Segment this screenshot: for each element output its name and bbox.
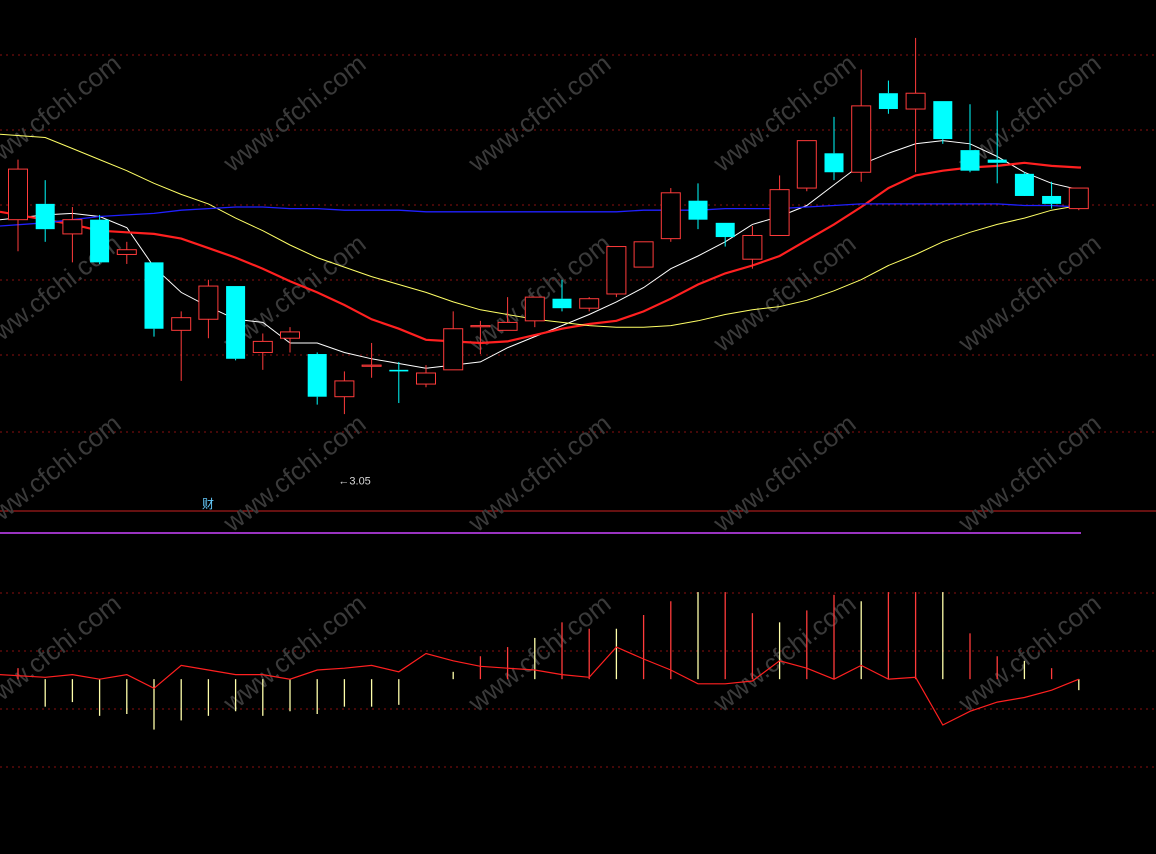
candle-body-down — [1014, 173, 1034, 196]
candle-body-up — [769, 189, 790, 236]
candle — [660, 188, 681, 242]
candle-body-down — [933, 101, 953, 140]
candle — [878, 80, 898, 114]
candle — [987, 110, 1007, 184]
candle-body-up — [416, 372, 436, 385]
candle — [1014, 172, 1034, 196]
candle — [443, 311, 464, 371]
candle — [824, 116, 844, 181]
candle-body-up — [633, 241, 654, 268]
candle-body-up — [851, 105, 872, 173]
candle — [905, 37, 926, 173]
candle-body-down — [1042, 195, 1062, 204]
candle-body-up — [579, 298, 600, 309]
candle — [742, 226, 763, 269]
candle — [198, 279, 219, 339]
candle — [361, 342, 382, 378]
candle — [769, 175, 790, 236]
candle — [307, 352, 327, 405]
candle-body-down — [144, 262, 164, 329]
candle-body-up — [252, 340, 273, 353]
candle-body-up — [198, 285, 219, 320]
candle-body-up — [660, 192, 681, 240]
candle-body-down — [878, 93, 898, 110]
candle-body-down — [688, 200, 708, 220]
candle — [633, 241, 654, 268]
candle — [171, 311, 192, 381]
candle-body-up — [796, 140, 817, 189]
ma-line-ma20 — [0, 133, 1081, 328]
candle-body-down — [987, 159, 1007, 163]
candle — [524, 296, 545, 328]
candle-body-up — [280, 331, 300, 339]
candle — [116, 241, 137, 264]
candle — [933, 101, 953, 144]
candle-body-up — [443, 328, 464, 371]
candle-body-up — [361, 364, 382, 367]
candle-body-down — [307, 354, 327, 397]
ma-line-ma10 — [0, 161, 1081, 345]
candle — [606, 246, 627, 298]
low-price-annotation: ←3.05 — [338, 475, 370, 487]
finance-marker[interactable]: 财 — [202, 497, 214, 511]
candle-body-down — [389, 369, 409, 372]
candle-body-up — [8, 168, 28, 221]
candle-body-up — [1068, 187, 1089, 210]
candle — [252, 333, 273, 370]
candle-body-down — [90, 219, 110, 263]
candle-body-down — [552, 298, 572, 309]
candles — [8, 37, 1089, 415]
osc-line — [0, 646, 1080, 726]
candle — [62, 207, 83, 263]
candle — [688, 183, 708, 230]
candle-body-down — [960, 150, 980, 171]
candle-body-up — [62, 219, 83, 235]
candle — [470, 320, 491, 355]
candle — [389, 361, 409, 404]
candle — [960, 104, 980, 173]
candle — [851, 69, 872, 182]
candle — [552, 279, 572, 312]
grid-lines — [0, 54, 1156, 768]
candle-body-down — [226, 286, 246, 359]
candle — [226, 286, 246, 361]
candle — [796, 140, 817, 192]
candle — [715, 222, 735, 247]
candle — [280, 327, 300, 353]
candle-body-up — [470, 325, 491, 328]
candle-body-up — [334, 380, 355, 398]
candle-body-down — [715, 222, 735, 238]
candle — [497, 297, 518, 331]
candle — [579, 297, 600, 312]
candle-body-up — [171, 317, 192, 331]
candle-body-up — [905, 92, 926, 110]
candle-body-up — [742, 234, 763, 260]
candle-body-up — [116, 249, 137, 255]
candle — [144, 262, 164, 337]
candle-body-up — [606, 246, 627, 295]
candle-body-up — [524, 296, 545, 322]
candle — [416, 365, 436, 388]
candle-body-down — [824, 153, 844, 173]
ma-line-ma60 — [0, 203, 1081, 227]
candle — [90, 214, 110, 264]
candle — [8, 159, 28, 252]
candle-body-down — [35, 203, 55, 230]
candle — [1042, 181, 1062, 209]
candle-body-up — [497, 321, 518, 331]
oscillator-panel — [0, 592, 1080, 730]
candle — [35, 180, 55, 242]
candle — [334, 371, 355, 415]
candle — [1068, 187, 1089, 211]
